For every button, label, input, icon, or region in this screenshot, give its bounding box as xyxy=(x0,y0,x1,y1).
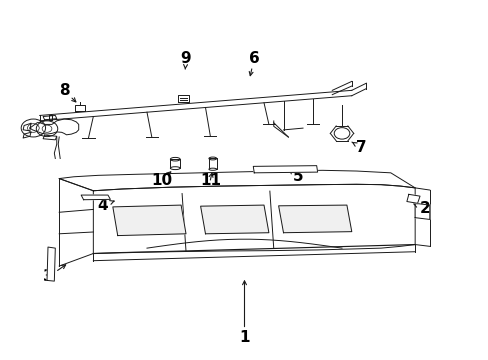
Polygon shape xyxy=(113,205,185,235)
Text: 10: 10 xyxy=(151,172,172,188)
Polygon shape xyxy=(200,205,268,234)
Polygon shape xyxy=(414,203,429,220)
Text: 5: 5 xyxy=(292,169,303,184)
Ellipse shape xyxy=(170,167,180,170)
Text: 1: 1 xyxy=(239,330,249,345)
Text: 7: 7 xyxy=(355,140,366,155)
Polygon shape xyxy=(170,159,180,168)
Polygon shape xyxy=(253,166,317,173)
Polygon shape xyxy=(93,184,414,253)
Polygon shape xyxy=(59,170,414,191)
Polygon shape xyxy=(278,205,351,233)
Polygon shape xyxy=(47,247,55,281)
Polygon shape xyxy=(406,194,419,203)
Text: 11: 11 xyxy=(200,172,221,188)
Text: 2: 2 xyxy=(419,201,429,216)
Text: 6: 6 xyxy=(248,50,259,66)
Text: 9: 9 xyxy=(180,50,191,66)
Text: 3: 3 xyxy=(43,269,54,284)
Ellipse shape xyxy=(208,168,216,170)
Polygon shape xyxy=(81,195,110,200)
Text: 8: 8 xyxy=(59,83,69,98)
Polygon shape xyxy=(208,158,216,169)
Text: 4: 4 xyxy=(98,198,108,213)
